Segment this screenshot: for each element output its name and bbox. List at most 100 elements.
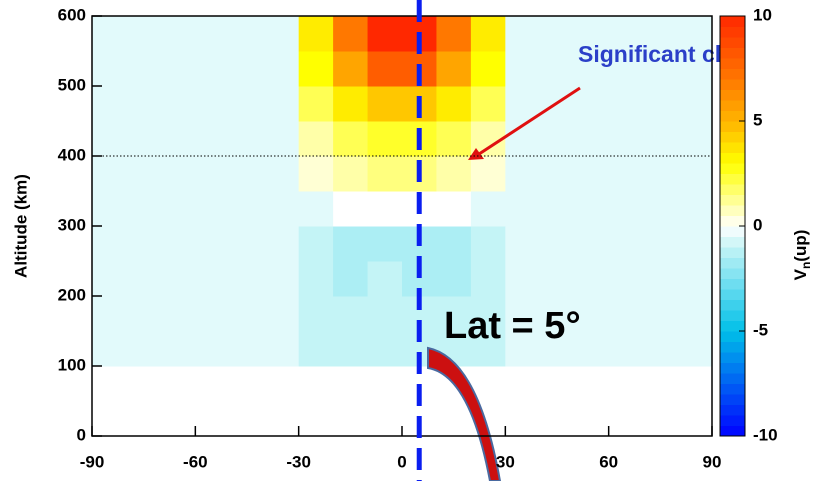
colorbar-step bbox=[720, 174, 745, 185]
colorbar-step bbox=[720, 226, 745, 237]
heatmap-cell bbox=[299, 86, 334, 122]
x-tick-label: -60 bbox=[183, 452, 208, 471]
heatmap-cell bbox=[436, 121, 471, 157]
colorbar-step bbox=[720, 69, 745, 80]
colorbar-step bbox=[720, 426, 745, 437]
heatmap-cell bbox=[368, 331, 403, 367]
heatmap-cell bbox=[368, 86, 403, 122]
colorbar-tick-label: 10 bbox=[753, 5, 772, 24]
heatmap-cell bbox=[299, 16, 334, 52]
heatmap-cell bbox=[333, 331, 368, 367]
colorbar-step bbox=[720, 384, 745, 395]
heatmap-cell bbox=[92, 86, 299, 122]
heatmap-cell bbox=[436, 261, 471, 297]
heatmap-cell bbox=[505, 121, 712, 157]
heatmap-cell bbox=[471, 51, 506, 87]
colorbar-step bbox=[720, 163, 745, 174]
colorbar-step bbox=[720, 289, 745, 300]
colorbar-step bbox=[720, 279, 745, 290]
heatmap-cell bbox=[333, 296, 368, 332]
heatmap-cell bbox=[368, 261, 403, 297]
heatmap-cell bbox=[92, 16, 299, 52]
x-tick-label: 60 bbox=[599, 452, 618, 471]
colorbar-label-sub: n bbox=[799, 262, 813, 269]
heatmap-cell bbox=[436, 191, 471, 227]
heatmap-cell bbox=[368, 366, 403, 437]
colorbar-step bbox=[720, 153, 745, 164]
colorbar-label: Vn(up) bbox=[791, 230, 813, 281]
heatmap-cell bbox=[505, 156, 712, 192]
colorbar-step bbox=[720, 373, 745, 384]
heatmap-cell bbox=[436, 16, 471, 52]
heatmap-cell bbox=[471, 16, 506, 52]
heatmap-cell bbox=[368, 156, 403, 192]
heatmap-cell bbox=[505, 191, 712, 227]
heatmap-cell bbox=[299, 191, 334, 227]
colorbar-step bbox=[720, 58, 745, 69]
colorbar-step bbox=[720, 321, 745, 332]
heatmap-cell bbox=[333, 86, 368, 122]
colorbar-label-main: V bbox=[791, 268, 810, 280]
heatmap-cell bbox=[436, 86, 471, 122]
colorbar-step bbox=[720, 352, 745, 363]
colorbar-step bbox=[720, 79, 745, 90]
plot-area bbox=[92, 16, 713, 437]
colorbar-step bbox=[720, 132, 745, 143]
heatmap-cell bbox=[92, 366, 299, 437]
colorbar-step bbox=[720, 184, 745, 195]
heatmap-cell bbox=[92, 191, 299, 227]
colorbar-step bbox=[720, 247, 745, 258]
heatmap-cell bbox=[505, 261, 712, 297]
heatmap-cell bbox=[333, 51, 368, 87]
heatmap-cell bbox=[436, 156, 471, 192]
colorbar-step bbox=[720, 394, 745, 405]
heatmap-cell bbox=[368, 16, 403, 52]
heatmap-cell bbox=[299, 366, 334, 437]
heatmap-cell bbox=[368, 296, 403, 332]
heatmap-cell bbox=[471, 226, 506, 262]
colorbar-step bbox=[720, 310, 745, 321]
y-tick-label: 100 bbox=[58, 355, 86, 374]
heatmap-cell bbox=[92, 226, 299, 262]
heatmap-cell bbox=[471, 86, 506, 122]
heatmap-cell bbox=[92, 296, 299, 332]
heatmap-cell bbox=[471, 156, 506, 192]
heatmap-cell bbox=[505, 226, 712, 262]
colorbar-step bbox=[720, 237, 745, 248]
colorbar-tick-label: -10 bbox=[753, 425, 778, 444]
heatmap-cell bbox=[436, 226, 471, 262]
colorbar-step bbox=[720, 363, 745, 374]
colorbar-step bbox=[720, 121, 745, 132]
heatmap-cell bbox=[505, 366, 712, 437]
heatmap-cell bbox=[436, 51, 471, 87]
heatmap-cell bbox=[299, 226, 334, 262]
colorbar-step bbox=[720, 216, 745, 227]
y-tick-label: 200 bbox=[58, 285, 86, 304]
colorbar-step bbox=[720, 37, 745, 48]
colorbar-step bbox=[720, 300, 745, 311]
heatmap-cell bbox=[92, 156, 299, 192]
x-tick-label: -90 bbox=[80, 452, 105, 471]
colorbar-tick-label: -5 bbox=[753, 320, 768, 339]
colorbar-step bbox=[720, 258, 745, 269]
heatmap-cell bbox=[333, 156, 368, 192]
y-tick-label: 500 bbox=[58, 75, 86, 94]
colorbar-step bbox=[720, 331, 745, 342]
heatmap-cell bbox=[368, 226, 403, 262]
heatmap-cell bbox=[368, 191, 403, 227]
colorbar-step bbox=[720, 405, 745, 416]
y-tick-label: 400 bbox=[58, 145, 86, 164]
heatmap-cell bbox=[333, 261, 368, 297]
annotation-text: Lat = 5° bbox=[444, 305, 581, 347]
colorbar-label-rest: (up) bbox=[791, 230, 810, 262]
heatmap-cell bbox=[92, 121, 299, 157]
y-tick-label: 0 bbox=[77, 425, 86, 444]
heatmap-cell bbox=[471, 191, 506, 227]
colorbar-step bbox=[720, 100, 745, 111]
colorbar-step bbox=[720, 195, 745, 206]
heatmap-cell bbox=[333, 226, 368, 262]
heatmap-cell bbox=[299, 51, 334, 87]
heatmap-cell bbox=[333, 191, 368, 227]
colorbar-step bbox=[720, 27, 745, 38]
